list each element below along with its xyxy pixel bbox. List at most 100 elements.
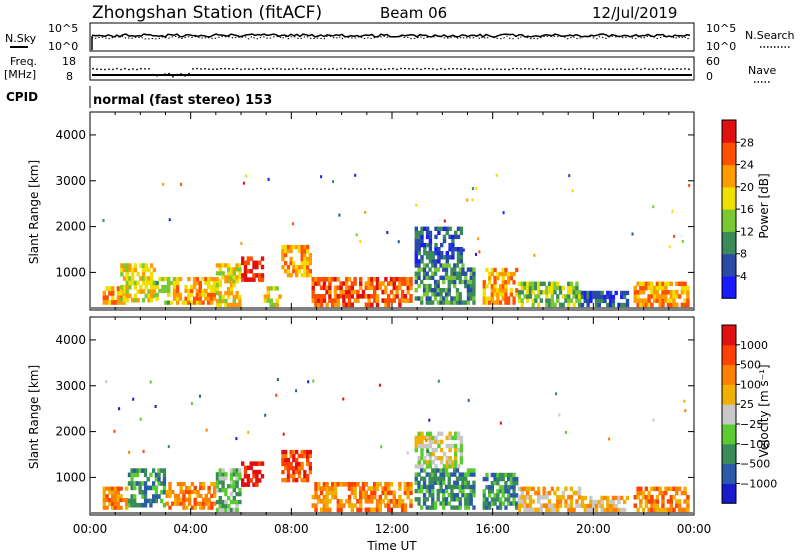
power-cell [488, 296, 492, 301]
velocity-cell [127, 481, 132, 486]
velocity-cell [227, 503, 231, 509]
power-cell [669, 298, 673, 303]
power-cell [255, 260, 259, 266]
power-cell [161, 288, 165, 293]
nave-point [164, 73, 166, 76]
power-cell [501, 271, 505, 277]
velocity-cell [133, 494, 137, 499]
power-colorbar-label: Power [dB] [757, 173, 771, 238]
power-cell [447, 263, 451, 268]
velocity-cell [433, 472, 438, 477]
nave-point [616, 68, 618, 71]
power-cell [583, 298, 587, 304]
power-cell [458, 296, 462, 301]
power-cell [447, 288, 451, 293]
velocity-cell [636, 495, 640, 500]
power-cell [409, 298, 413, 303]
velocity-cell [672, 507, 676, 513]
power-cell [128, 293, 132, 299]
velocity-cell [490, 485, 494, 490]
velocity-cell [425, 452, 430, 457]
power-cell [425, 263, 429, 268]
power-cell [364, 281, 368, 286]
velocity-cell [515, 481, 519, 486]
velocity-cell [213, 493, 217, 498]
nave-point [132, 68, 134, 70]
power-cell [260, 277, 265, 282]
power-cell [141, 271, 146, 277]
velocity-cell [213, 485, 217, 491]
power-sparse-cell [354, 173, 357, 177]
station-title: Zhongshan Station (fitACF) [92, 3, 322, 23]
velocity-cell [454, 456, 458, 461]
power-cell [150, 263, 154, 268]
velocity-cell [146, 498, 150, 504]
velocity-cell [606, 499, 610, 505]
velocity-cell [653, 507, 657, 513]
velocity-cell [545, 495, 549, 500]
power-cell [561, 294, 565, 299]
velocity-cell [512, 493, 516, 498]
velocity-cell [672, 486, 676, 492]
velocity-cell [249, 461, 253, 466]
velocity-cell [611, 503, 616, 509]
power-cell [445, 255, 449, 260]
power-cell [580, 302, 585, 308]
velocity-cell [569, 495, 574, 500]
velocity-cell [102, 490, 106, 495]
velocity-cell [428, 488, 432, 494]
velocity-cell [414, 435, 418, 441]
velocity-cell [454, 431, 458, 436]
nave-point [116, 67, 118, 70]
velocity-sparse-cell [295, 389, 298, 393]
velocity-cell [319, 490, 324, 496]
power-cell [636, 298, 640, 303]
nave-point [488, 67, 490, 70]
velocity-cell [456, 447, 461, 453]
velocity-cell [414, 497, 418, 502]
velocity-cell [105, 505, 109, 510]
power-cell [207, 292, 211, 297]
power-cell [378, 285, 382, 291]
power-cell [639, 281, 643, 287]
power-cell [675, 290, 679, 295]
velocity-cell [661, 503, 665, 508]
velocity-cell [286, 466, 291, 471]
velocity-cell [453, 505, 457, 510]
power-cell [453, 263, 457, 268]
velocity-cell [439, 480, 443, 485]
power-cell [444, 296, 449, 301]
power-cell [493, 288, 497, 293]
nave-point [512, 67, 514, 70]
power-cell [550, 290, 554, 295]
nave-point [592, 68, 594, 71]
power-cell [128, 263, 132, 268]
power-cell [428, 247, 433, 252]
velocity-cell [255, 478, 259, 483]
power-cell [425, 255, 430, 260]
nave-point [580, 67, 582, 70]
velocity-cell [448, 447, 452, 453]
velocity-cell [683, 499, 687, 504]
power-cell [229, 275, 234, 280]
power-cell [356, 298, 360, 303]
power-cell [187, 300, 191, 305]
power-cell [342, 298, 346, 303]
velocity-cell [650, 495, 654, 500]
nave-point [212, 68, 214, 71]
power-cell [650, 281, 654, 287]
power-sparse-cell [668, 245, 671, 249]
velocity-cell [569, 507, 574, 513]
power-cell [625, 298, 630, 304]
power-colorbar-tick-label: 28 [740, 136, 754, 149]
velocity-cell [289, 474, 293, 479]
power-cell [633, 290, 637, 295]
nave-point [596, 68, 598, 71]
power-cell [655, 281, 660, 287]
power-cell [246, 269, 251, 274]
nave-point [540, 68, 542, 71]
power-cell [400, 281, 405, 286]
power-cell [350, 289, 354, 295]
velocity-cell [528, 507, 533, 513]
velocity-cell [461, 488, 465, 494]
